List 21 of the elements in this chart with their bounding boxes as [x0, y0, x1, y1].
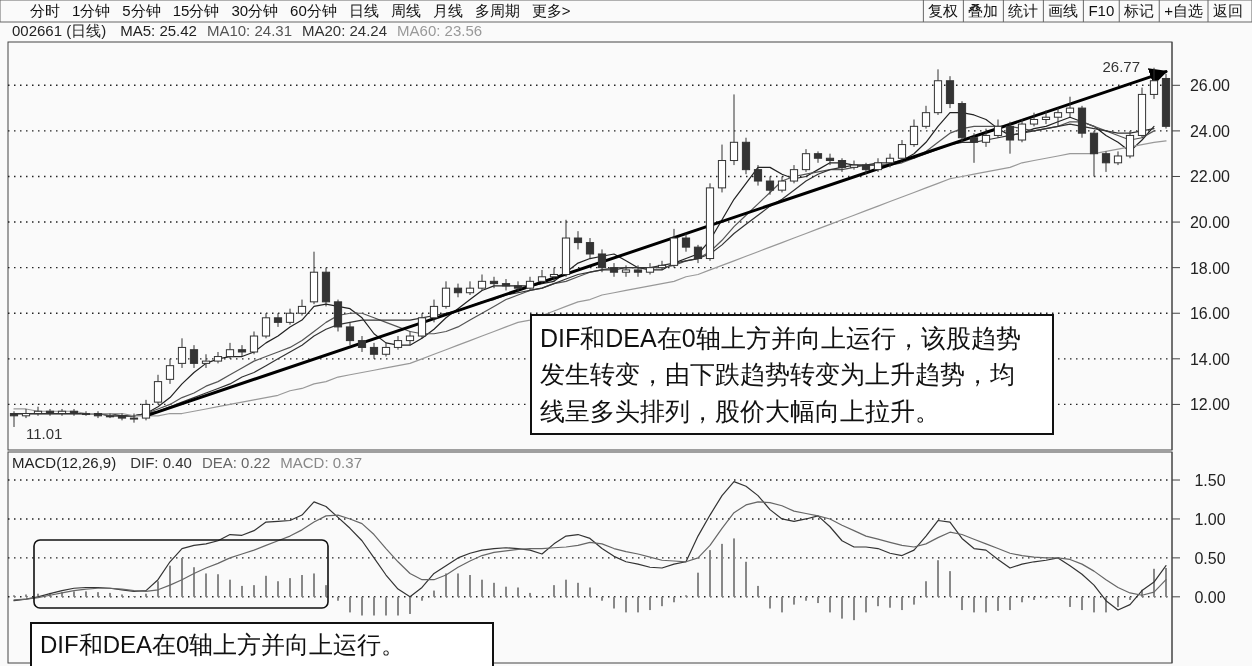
- y-tick-label: 1.50: [1194, 472, 1226, 490]
- y-tick-label: 12.00: [1189, 396, 1231, 414]
- chart-title: 002661 (日线): [12, 22, 107, 39]
- legend: DIF: 0.40 DEA: 0.22 MACD: 0.37: [130, 454, 362, 471]
- annotation: 11.01: [26, 424, 63, 442]
- toolbar: 分时 1分钟 5分钟 15分钟 30分钟 60分钟 日线 周线 月线 多周期 更多> 复权 叠加 统计 画线 F10 标记 +自选 返回: [0, 0, 1252, 23]
- y-tick-label: 0.00: [1194, 588, 1226, 606]
- y-tick-label: 18.00: [1189, 259, 1231, 277]
- legend: MA5: 25.42 MA10: 24.31 MA20: 24.24 MA60: 23.56: [120, 22, 483, 39]
- note-box: DIF和DEA在0轴上方并向上运行，该股趋势发生转变，由下跌趋势转变为上升趋势，均线呈多头排列，股价大幅向上拉升。: [530, 314, 1054, 435]
- chart-title: MACD(12,26,9): [12, 454, 117, 471]
- y-tick-label: 26.00: [1189, 77, 1231, 95]
- y-tick-label: 24.00: [1189, 122, 1231, 140]
- y-tick-label: 22.00: [1189, 168, 1231, 186]
- y-tick-label: 0.50: [1194, 549, 1226, 567]
- y-tick-label: 20.00: [1189, 214, 1231, 232]
- annotation: 26.77: [1102, 57, 1140, 75]
- y-tick-label: 14.00: [1189, 350, 1231, 368]
- y-tick-label: 16.00: [1189, 305, 1231, 323]
- note-box: DIF和DEA在0轴上方并向上运行。: [30, 622, 494, 666]
- y-tick-label: 1.00: [1194, 510, 1226, 528]
